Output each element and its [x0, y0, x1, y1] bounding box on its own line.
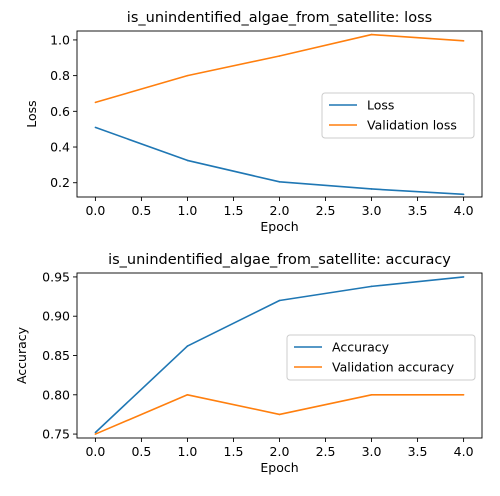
x-tick-label: 3.0 [362, 444, 382, 459]
x-axis-label: Epoch [260, 460, 298, 475]
data-point [370, 33, 373, 36]
x-tick-label: 2.0 [270, 444, 290, 459]
data-point [94, 433, 97, 435]
data-point [370, 393, 373, 396]
data-point [186, 393, 189, 396]
legend-entry: Accuracy [332, 340, 390, 355]
x-tick-label: 1.0 [178, 203, 198, 218]
x-tick-label: 2.5 [316, 444, 336, 459]
data-point [278, 299, 281, 302]
y-tick-label: 0.8 [50, 68, 70, 83]
x-tick-label: 3.5 [408, 444, 428, 459]
data-point [94, 126, 97, 129]
x-tick-label: 0.5 [131, 203, 151, 218]
x-tick-label: 1.0 [178, 444, 198, 459]
data-point [370, 285, 373, 288]
y-tick-label: 0.75 [42, 427, 70, 442]
data-point [462, 40, 465, 42]
x-tick-label: 0.0 [85, 203, 105, 218]
data-point [186, 345, 189, 347]
data-point [278, 181, 281, 183]
data-point [462, 276, 465, 278]
x-tick-label: 1.5 [224, 203, 244, 218]
y-axis-label: Accuracy [14, 326, 29, 384]
data-point [186, 159, 189, 162]
y-tick-label: 0.4 [50, 140, 70, 155]
data-point [462, 193, 465, 196]
y-axis-label: Loss [24, 100, 39, 127]
x-tick-label: 4.0 [454, 444, 474, 459]
x-tick-label: 0.0 [85, 444, 105, 459]
y-tick-label: 1.0 [50, 32, 70, 47]
legend-frame [286, 334, 476, 381]
legend-frame [321, 92, 475, 139]
legend: Loss Validation loss [321, 92, 475, 139]
x-tick-label: 2.0 [270, 203, 290, 218]
data-point [370, 188, 373, 190]
y-tick-label: 0.6 [50, 104, 70, 119]
data-point [186, 74, 189, 77]
legend: Accuracy Validation accuracy [286, 334, 476, 381]
y-tick-label: 0.2 [50, 175, 70, 190]
x-tick-label: 1.5 [224, 444, 244, 459]
y-tick-label: 0.85 [42, 348, 70, 363]
data-point [278, 413, 281, 416]
y-tick-label: 0.90 [42, 309, 70, 324]
x-tick-label: 2.5 [316, 203, 336, 218]
legend-entry: Loss [367, 98, 394, 113]
chart-title: is_unindentified_algae_from_satellite: l… [127, 10, 432, 26]
y-tick-label: 0.80 [42, 387, 70, 402]
x-tick-label: 3.5 [408, 203, 428, 218]
legend-entry: Validation loss [367, 118, 457, 133]
data-point [278, 55, 281, 57]
chart-0: is_unindentified_algae_from_satellite: l… [24, 10, 483, 234]
x-tick-label: 3.0 [362, 203, 382, 218]
x-tick-label: 0.5 [131, 444, 151, 459]
data-point [94, 431, 97, 434]
y-tick-label: 0.95 [42, 269, 70, 284]
x-tick-label: 4.0 [454, 203, 474, 218]
legend-entry: Validation accuracy [332, 360, 455, 375]
series-line-1 [95, 33, 464, 104]
data-point [462, 393, 465, 396]
data-point [94, 101, 97, 104]
chart-1: is_unindentified_algae_from_satellite: a… [14, 252, 483, 475]
chart-title: is_unindentified_algae_from_satellite: a… [108, 252, 451, 268]
x-axis-label: Epoch [260, 219, 298, 234]
